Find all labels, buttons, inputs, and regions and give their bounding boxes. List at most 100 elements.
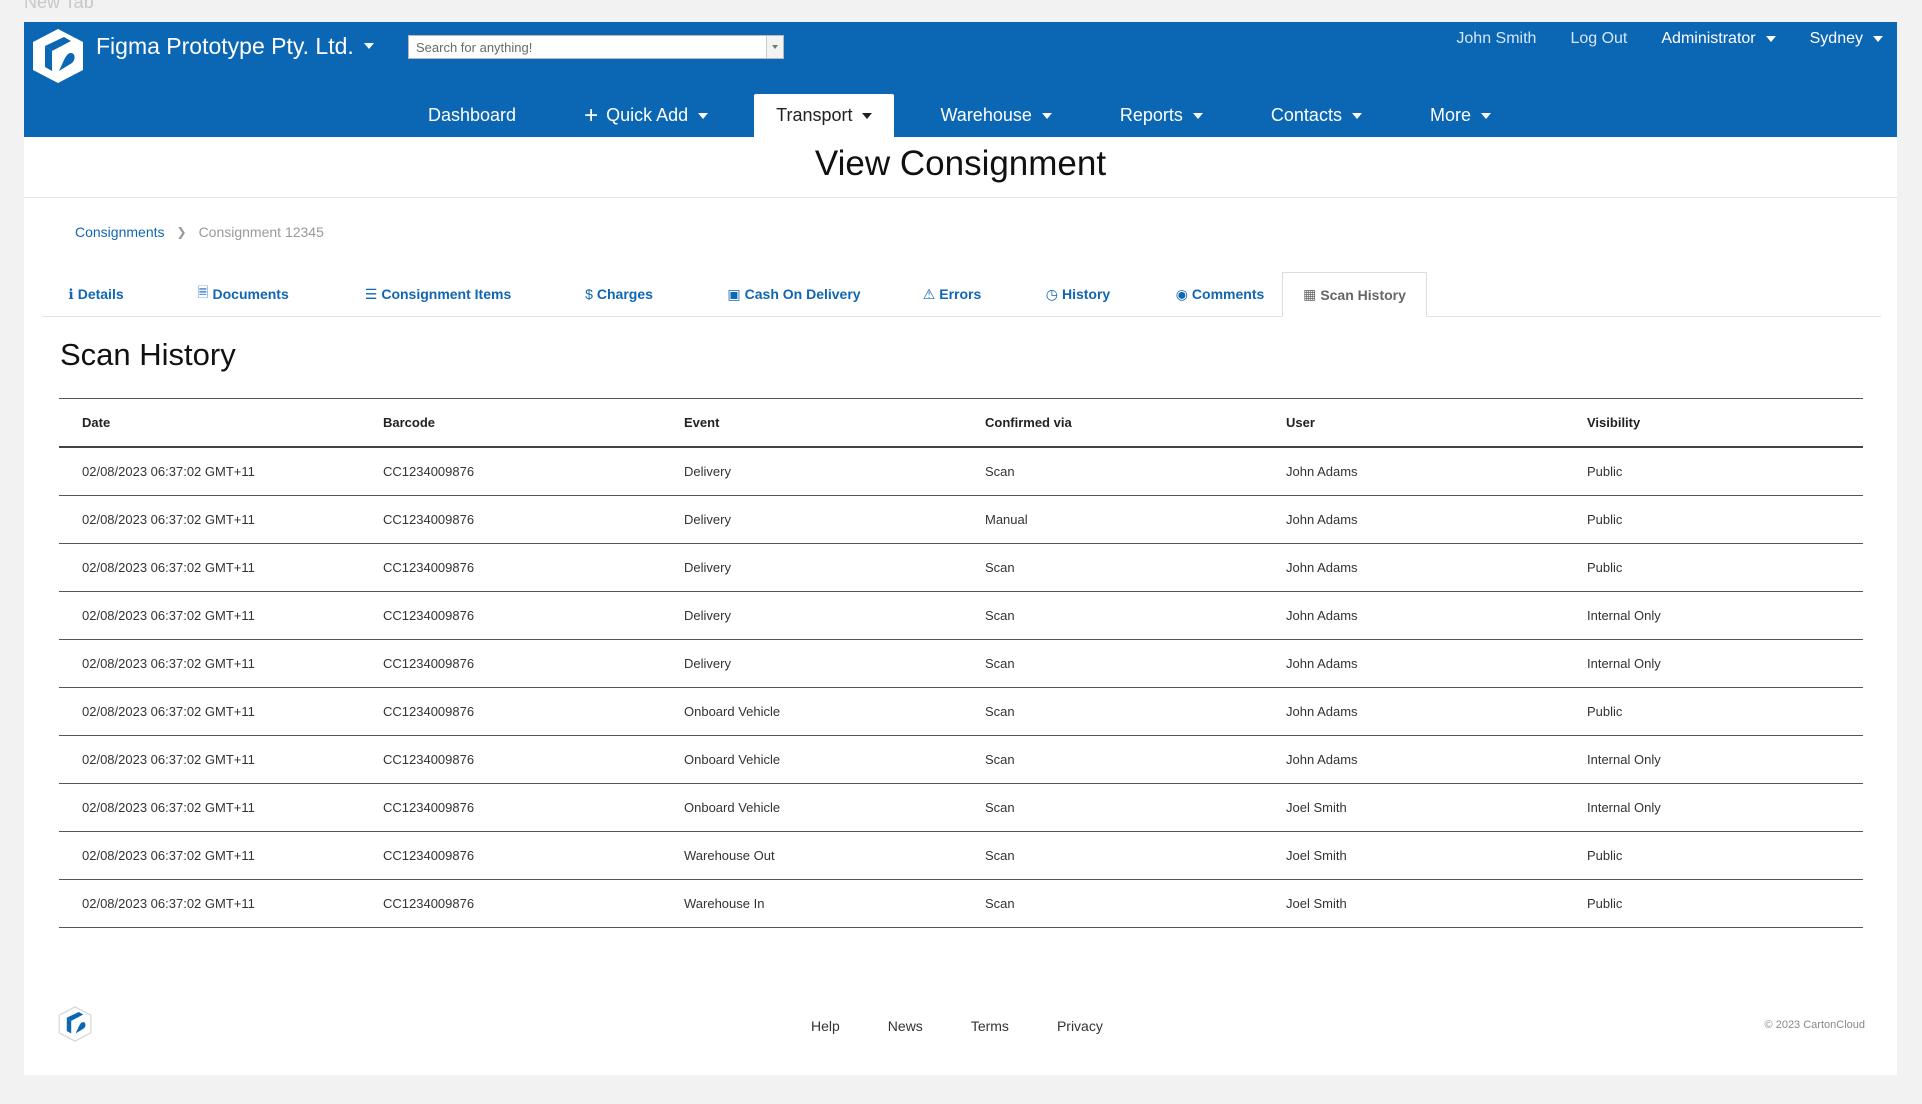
tab-details-label: Details	[77, 286, 124, 302]
chevron-down-icon	[1192, 112, 1203, 119]
tab-cash-on-delivery[interactable]: ▣ Cash On Delivery	[710, 272, 878, 316]
table-row[interactable]: 02/08/2023 06:37:02 GMT+11 CC1234009876 Wa…	[59, 831, 1863, 880]
global-search[interactable]	[408, 35, 784, 59]
cell-barcode: CC1234009876	[360, 495, 661, 544]
nav-reports-label: Reports	[1119, 105, 1183, 125]
cell-user: John Adams	[1263, 447, 1564, 496]
cell-visibility: Public	[1564, 543, 1863, 592]
cell-confirmed-via: Scan	[962, 639, 1263, 688]
footer-terms-link[interactable]: Terms	[970, 1018, 1009, 1034]
chevron-down-icon	[1351, 112, 1362, 119]
column-header-event[interactable]: Event	[661, 398, 962, 448]
consignment-tabs: ℹ Details 🗏 Documents ☰ Consignment Item…	[42, 272, 1881, 317]
tab-details[interactable]: ℹ Details	[54, 272, 138, 316]
chevron-down-icon	[363, 43, 374, 49]
cell-event: Delivery	[661, 591, 962, 640]
list-icon: ☰	[364, 285, 378, 302]
tab-errors-label: Errors	[939, 286, 982, 302]
nav-dashboard[interactable]: Dashboard	[406, 94, 538, 137]
logout-link[interactable]: Log Out	[1570, 30, 1628, 47]
table-row[interactable]: 02/08/2023 06:37:02 GMT+11 CC1234009876 On…	[59, 783, 1863, 832]
chevron-down-icon	[862, 112, 873, 119]
cell-user: Joel Smith	[1263, 879, 1564, 928]
document-icon: 🗏	[197, 284, 209, 300]
cell-confirmed-via: Scan	[962, 591, 1263, 640]
table-row[interactable]: 02/08/2023 06:37:02 GMT+11 CC1234009876 De…	[59, 591, 1863, 640]
tab-charges[interactable]: $ Charges	[574, 272, 664, 316]
nav-more[interactable]: More	[1408, 94, 1513, 137]
cell-user: John Adams	[1263, 735, 1564, 784]
table-row[interactable]: 02/08/2023 06:37:02 GMT+11 CC1234009876 De…	[59, 543, 1863, 592]
location-selector[interactable]: Sydney	[1810, 30, 1883, 48]
column-header-date[interactable]: Date	[59, 398, 360, 448]
footer-help-link[interactable]: Help	[811, 1018, 840, 1034]
cell-date: 02/08/2023 06:37:02 GMT+11	[59, 447, 360, 496]
table-row[interactable]: 02/08/2023 06:37:02 GMT+11 CC1234009876 De…	[59, 447, 1863, 496]
column-header-visibility[interactable]: Visibility	[1564, 398, 1863, 448]
table-body: 02/08/2023 06:37:02 GMT+11 CC1234009876 De…	[59, 447, 1863, 928]
divider	[24, 197, 1897, 198]
cell-event: Delivery	[661, 639, 962, 688]
tab-history-label: History	[1061, 286, 1111, 302]
nav-reports[interactable]: Reports	[1098, 94, 1225, 137]
cell-user: Joel Smith	[1263, 783, 1564, 832]
section-title: Scan History	[60, 337, 236, 372]
cell-confirmed-via: Scan	[962, 687, 1263, 736]
company-selector[interactable]: Figma Prototype Pty. Ltd.	[96, 33, 374, 59]
cell-confirmed-via: Scan	[962, 831, 1263, 880]
location-label: Sydney	[1809, 30, 1863, 47]
search-input[interactable]	[409, 36, 763, 58]
cell-visibility: Internal Only	[1564, 639, 1863, 688]
column-header-barcode[interactable]: Barcode	[360, 398, 661, 448]
chevron-down-icon	[1765, 36, 1776, 42]
nav-quick-add[interactable]: + Quick Add	[562, 94, 730, 137]
tab-items-label: Consignment Items	[381, 286, 512, 302]
column-header-user[interactable]: User	[1263, 398, 1564, 448]
chevron-down-icon	[1873, 36, 1883, 42]
cartoncloud-logo-icon[interactable]	[28, 26, 88, 86]
cell-visibility: Public	[1564, 879, 1863, 928]
cell-visibility: Public	[1564, 687, 1863, 736]
footer-logo-icon	[58, 1006, 92, 1042]
nav-contacts-label: Contacts	[1270, 105, 1342, 125]
role-selector[interactable]: Administrator	[1661, 30, 1776, 48]
cell-confirmed-via: Scan	[962, 783, 1263, 832]
cell-barcode: CC1234009876	[360, 735, 661, 784]
footer-privacy-link[interactable]: Privacy	[1056, 1018, 1103, 1034]
breadcrumb-consignments[interactable]: Consignments	[75, 224, 165, 240]
tab-history[interactable]: ◷ History	[1034, 272, 1122, 316]
cell-barcode: CC1234009876	[360, 639, 661, 688]
search-dropdown-toggle[interactable]	[766, 36, 783, 58]
tab-errors[interactable]: ⚠ Errors	[914, 272, 990, 316]
cell-event: Delivery	[661, 495, 962, 544]
breadcrumb: Consignments ❯ Consignment 12345	[75, 224, 324, 240]
tab-consignment-items[interactable]: ☰ Consignment Items	[348, 272, 528, 316]
cell-barcode: CC1234009876	[360, 783, 661, 832]
table-row[interactable]: 02/08/2023 06:37:02 GMT+11 CC1234009876 Wa…	[59, 879, 1863, 928]
cell-visibility: Internal Only	[1564, 735, 1863, 784]
chevron-down-icon	[698, 112, 709, 119]
table-row[interactable]: 02/08/2023 06:37:02 GMT+11 CC1234009876 On…	[59, 687, 1863, 736]
cell-user: John Adams	[1263, 495, 1564, 544]
tab-scan-history[interactable]: ▦ Scan History	[1282, 272, 1427, 317]
cell-date: 02/08/2023 06:37:02 GMT+11	[59, 543, 360, 592]
nav-warehouse[interactable]: Warehouse	[918, 94, 1073, 137]
table-row[interactable]: 02/08/2023 06:37:02 GMT+11 CC1234009876 De…	[59, 495, 1863, 544]
cell-visibility: Internal Only	[1564, 783, 1863, 832]
nav-more-label: More	[1429, 105, 1471, 125]
table-header-row: Date Barcode Event Confirmed via User Vi…	[59, 398, 1863, 448]
nav-contacts[interactable]: Contacts	[1249, 94, 1384, 137]
cell-date: 02/08/2023 06:37:02 GMT+11	[59, 639, 360, 688]
user-name-link[interactable]: John Smith	[1456, 30, 1537, 47]
cell-confirmed-via: Scan	[962, 735, 1263, 784]
tab-comments[interactable]: ◉ Comments	[1160, 272, 1280, 316]
nav-transport[interactable]: Transport	[754, 94, 895, 137]
table-row[interactable]: 02/08/2023 06:37:02 GMT+11 CC1234009876 On…	[59, 735, 1863, 784]
footer-news-link[interactable]: News	[887, 1018, 923, 1034]
scan-history-table: Date Barcode Event Confirmed via User Vi…	[59, 398, 1863, 928]
chevron-down-icon	[1041, 112, 1052, 119]
table-row[interactable]: 02/08/2023 06:37:02 GMT+11 CC1234009876 De…	[59, 639, 1863, 688]
tab-documents[interactable]: 🗏 Documents	[184, 272, 302, 316]
cell-confirmed-via: Scan	[962, 879, 1263, 928]
column-header-confirmed-via[interactable]: Confirmed via	[962, 398, 1263, 448]
